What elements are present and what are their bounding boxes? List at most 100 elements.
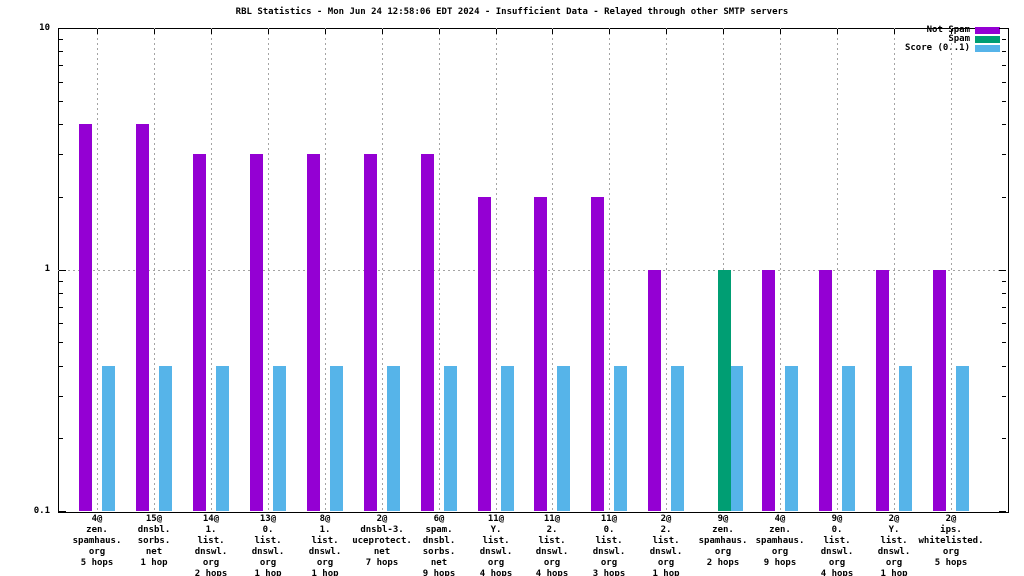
x-category-label-2: 14@ 1. list. dnswl. org 2 hops <box>194 514 228 576</box>
gridline-vertical-15 <box>951 28 952 511</box>
gridline-vertical-0 <box>97 28 98 511</box>
y-minor-tick-right-3 <box>1002 82 1006 83</box>
gridline-vertical-9 <box>609 28 610 511</box>
bar-not-spam-14 <box>876 270 889 511</box>
y-minor-tick-left-1 <box>59 51 63 52</box>
bar-not-spam-1 <box>136 124 149 511</box>
x-category-label-7: 11@ Y. list. dnswl. org 4 hops <box>479 514 513 576</box>
legend-swatch <box>975 27 1000 34</box>
gridline-horizontal-1 <box>58 270 1007 271</box>
y-major-tick-right-2 <box>999 511 1006 512</box>
bar-score-3 <box>273 366 286 511</box>
bar-not-spam-7 <box>478 197 491 511</box>
bar-score-15 <box>956 366 969 511</box>
bar-score-8 <box>557 366 570 511</box>
x-category-label-0: 4@ zen. spamhaus. org 5 hops <box>72 514 122 568</box>
x-tick-top-14 <box>894 29 895 34</box>
x-tick-top-0 <box>97 29 98 34</box>
x-category-label-10: 2@ 2. list. dnswl. org 1 hop <box>649 514 683 576</box>
x-tick-top-10 <box>666 29 667 34</box>
x-tick-top-15 <box>951 29 952 34</box>
bar-not-spam-13 <box>819 270 832 511</box>
bar-spam-11 <box>718 270 731 511</box>
bar-score-7 <box>501 366 514 511</box>
y-minor-tick-left-6 <box>59 154 63 155</box>
x-tick-top-7 <box>496 29 497 34</box>
y-minor-tick-left-9 <box>59 293 63 294</box>
y-minor-tick-left-4 <box>59 101 63 102</box>
legend-swatch <box>975 45 1000 52</box>
gridline-vertical-14 <box>894 28 895 511</box>
gridline-vertical-13 <box>837 28 838 511</box>
y-major-tick-left-1 <box>59 270 66 271</box>
y-minor-tick-right-11 <box>1002 323 1006 324</box>
x-category-label-3: 13@ 0. list. dnswl. org 1 hop <box>251 514 285 576</box>
y-major-tick-right-1 <box>999 270 1006 271</box>
y-minor-tick-left-7 <box>59 197 63 198</box>
y-minor-tick-right-8 <box>1002 281 1006 282</box>
bar-not-spam-5 <box>364 154 377 511</box>
y-minor-tick-left-8 <box>59 281 63 282</box>
legend-item-0: Not Spam <box>905 26 1000 35</box>
chart-title: RBL Statistics - Mon Jun 24 12:58:06 EDT… <box>235 7 789 17</box>
gridline-vertical-12 <box>780 28 781 511</box>
x-category-label-4: 8@ 1. list. dnswl. org 1 hop <box>308 514 342 576</box>
bar-score-12 <box>785 366 798 511</box>
x-category-label-11: 9@ zen. spamhaus. org 2 hops <box>698 514 748 568</box>
legend: Not Spam Spam Score (0..1) <box>905 26 1000 53</box>
y-minor-tick-right-12 <box>1002 342 1006 343</box>
legend-swatch <box>975 36 1000 43</box>
x-tick-top-6 <box>439 29 440 34</box>
legend-label: Spam <box>948 34 970 44</box>
legend-item-2: Score (0..1) <box>905 44 1000 53</box>
x-tick-top-3 <box>268 29 269 34</box>
bar-score-10 <box>671 366 684 511</box>
gridline-vertical-5 <box>382 28 383 511</box>
bar-score-5 <box>387 366 400 511</box>
y-minor-tick-left-5 <box>59 124 63 125</box>
y-minor-tick-left-2 <box>59 65 63 66</box>
y-major-tick-left-0 <box>59 28 66 29</box>
x-category-label-13: 9@ 0. list. dnswl. org 4 hops <box>820 514 854 576</box>
gridline-vertical-6 <box>439 28 440 511</box>
gridline-vertical-10 <box>666 28 667 511</box>
y-tick-label-10: 10 <box>39 23 50 33</box>
bar-score-9 <box>614 366 627 511</box>
y-minor-tick-right-4 <box>1002 101 1006 102</box>
bar-score-11 <box>731 366 743 511</box>
bar-not-spam-10 <box>648 270 661 511</box>
gridline-vertical-11 <box>723 28 724 511</box>
x-tick-top-1 <box>154 29 155 34</box>
x-tick-top-12 <box>780 29 781 34</box>
y-major-tick-right-0 <box>999 28 1006 29</box>
bar-not-spam-0 <box>79 124 92 511</box>
bar-not-spam-4 <box>307 154 320 511</box>
x-category-label-8: 11@ 2. list. dnswl. org 4 hops <box>535 514 569 576</box>
bar-not-spam-15 <box>933 270 946 511</box>
legend-label: Score (0..1) <box>904 43 970 53</box>
y-minor-tick-right-15 <box>1002 438 1006 439</box>
y-minor-tick-right-14 <box>1002 396 1006 397</box>
bar-not-spam-2 <box>193 154 206 511</box>
bar-score-6 <box>444 366 457 511</box>
bar-score-14 <box>899 366 912 511</box>
x-tick-top-13 <box>837 29 838 34</box>
x-category-label-6: 6@ spam. dnsbl. sorbs. net 9 hops <box>422 514 456 576</box>
legend-label: Not Spam <box>926 25 970 35</box>
y-minor-tick-left-14 <box>59 396 63 397</box>
x-tick-top-9 <box>609 29 610 34</box>
x-tick-top-8 <box>552 29 553 34</box>
y-minor-tick-right-9 <box>1002 293 1006 294</box>
y-minor-tick-right-7 <box>1002 197 1006 198</box>
gridline-vertical-7 <box>496 28 497 511</box>
x-tick-top-2 <box>211 29 212 34</box>
y-minor-tick-left-12 <box>59 342 63 343</box>
bar-not-spam-3 <box>250 154 263 511</box>
bar-score-1 <box>159 366 172 511</box>
y-minor-tick-right-2 <box>1002 65 1006 66</box>
y-minor-tick-right-10 <box>1002 307 1006 308</box>
bar-score-4 <box>330 366 343 511</box>
legend-item-1: Spam <box>905 35 1000 44</box>
x-category-label-5: 2@ dnsbl-3. uceprotect. net 7 hops <box>352 514 412 568</box>
